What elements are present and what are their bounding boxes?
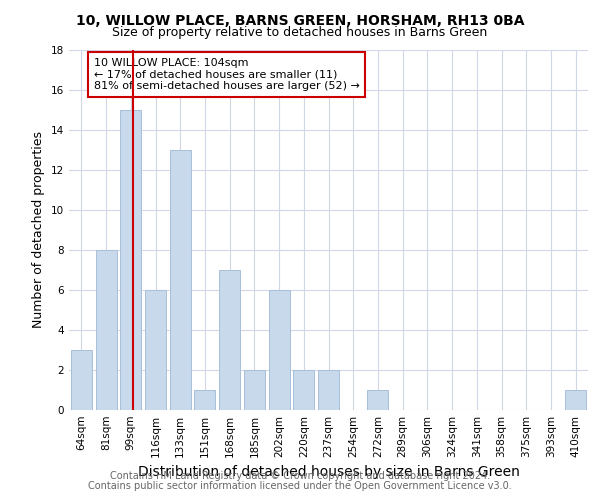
- Bar: [318, 370, 339, 410]
- Text: 10, WILLOW PLACE, BARNS GREEN, HORSHAM, RH13 0BA: 10, WILLOW PLACE, BARNS GREEN, HORSHAM, …: [76, 14, 524, 28]
- Y-axis label: Number of detached properties: Number of detached properties: [32, 132, 46, 328]
- Bar: [293, 370, 314, 410]
- Text: Contains public sector information licensed under the Open Government Licence v3: Contains public sector information licen…: [88, 481, 512, 491]
- Bar: [219, 270, 240, 410]
- Bar: [269, 290, 290, 410]
- Bar: [170, 150, 191, 410]
- Text: Contains HM Land Registry data © Crown copyright and database right 2024.: Contains HM Land Registry data © Crown c…: [110, 471, 490, 481]
- Text: 10 WILLOW PLACE: 104sqm
← 17% of detached houses are smaller (11)
81% of semi-de: 10 WILLOW PLACE: 104sqm ← 17% of detache…: [94, 58, 359, 91]
- Bar: [565, 390, 586, 410]
- Bar: [194, 390, 215, 410]
- Bar: [145, 290, 166, 410]
- Bar: [95, 250, 116, 410]
- Bar: [71, 350, 92, 410]
- X-axis label: Distribution of detached houses by size in Barns Green: Distribution of detached houses by size …: [137, 466, 520, 479]
- Text: Size of property relative to detached houses in Barns Green: Size of property relative to detached ho…: [112, 26, 488, 39]
- Bar: [244, 370, 265, 410]
- Bar: [120, 110, 141, 410]
- Bar: [367, 390, 388, 410]
